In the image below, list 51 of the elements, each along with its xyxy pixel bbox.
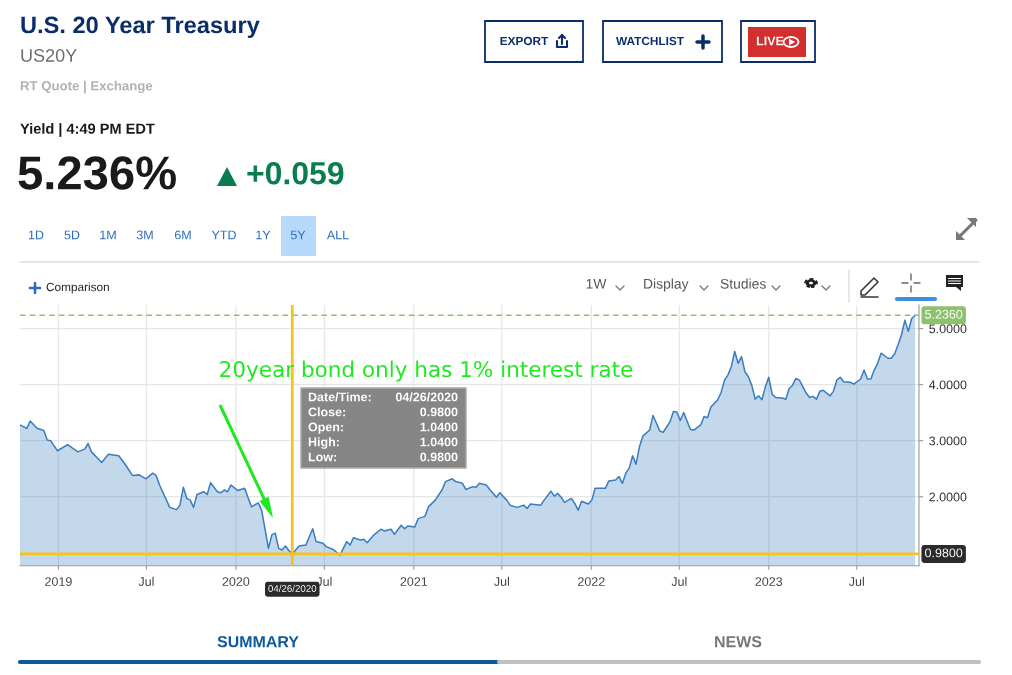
annotation: 1.0400: [420, 422, 458, 432]
annotation: 04/26/2020: [395, 392, 458, 402]
ref-line-label: 0.9800: [925, 548, 963, 558]
x-tick-label: 2020: [222, 577, 250, 586]
text: LIVE: [756, 36, 784, 46]
text: ALL: [326, 230, 349, 240]
annotation: Date/Time:: [308, 392, 371, 402]
x-tick-label: 2022: [578, 577, 605, 586]
x-tick-label: 2021: [400, 577, 428, 586]
chart-title: U.S. 20 Year Treasury: [21, 16, 260, 38]
text: 5Y: [290, 230, 306, 240]
x-tick-label: Jul: [316, 576, 332, 586]
y-tick-label: 2.0000: [929, 492, 967, 502]
annotation: High:: [308, 437, 339, 449]
text: +0.059: [247, 161, 344, 185]
text: 1M: [100, 230, 116, 240]
ref-line-label: 5.2360: [925, 309, 963, 319]
text: RT Quote | Exchange: [20, 80, 153, 94]
text: 3M: [136, 230, 153, 240]
text: EXPORT: [500, 36, 549, 46]
text: Studies: [720, 278, 766, 289]
annotation: Low:: [308, 452, 336, 462]
x-tick-label: 2023: [755, 577, 783, 586]
chart-subtitle: US20Y: [21, 49, 77, 62]
annotation: Close:: [308, 407, 345, 417]
text: WATCHLIST: [616, 36, 684, 46]
ref-line-label: 04/26/2020: [268, 584, 317, 592]
annotation: 0.9800: [420, 452, 458, 462]
annotation: Open:: [308, 422, 343, 434]
x-tick-label: Jul: [848, 576, 864, 586]
text: 1D: [28, 230, 44, 240]
y-tick-label: 5.0000: [929, 324, 967, 334]
text: SUMMARY: [217, 635, 299, 648]
x-tick-label: Jul: [671, 576, 687, 586]
text: Display: [644, 278, 689, 292]
annotation: 1.0400: [420, 437, 458, 447]
text: Comparison: [46, 282, 109, 294]
x-tick-label: Jul: [138, 576, 154, 586]
text: NEWS: [715, 635, 762, 648]
text: 5D: [64, 230, 80, 240]
annotation: 0.9800: [420, 407, 458, 417]
text: YTD: [211, 230, 236, 240]
text: 1W: [586, 279, 607, 289]
text: 6M: [174, 230, 191, 240]
text: 5.236%: [18, 156, 176, 190]
x-tick-label: Jul: [494, 576, 509, 586]
text: Yield | 4:49 PM EDT: [20, 123, 155, 137]
y-tick-label: 4.0000: [929, 380, 967, 390]
text: 1Y: [256, 230, 271, 240]
x-tick-label: 2019: [45, 577, 72, 586]
y-tick-label: 3.0000: [929, 436, 967, 446]
